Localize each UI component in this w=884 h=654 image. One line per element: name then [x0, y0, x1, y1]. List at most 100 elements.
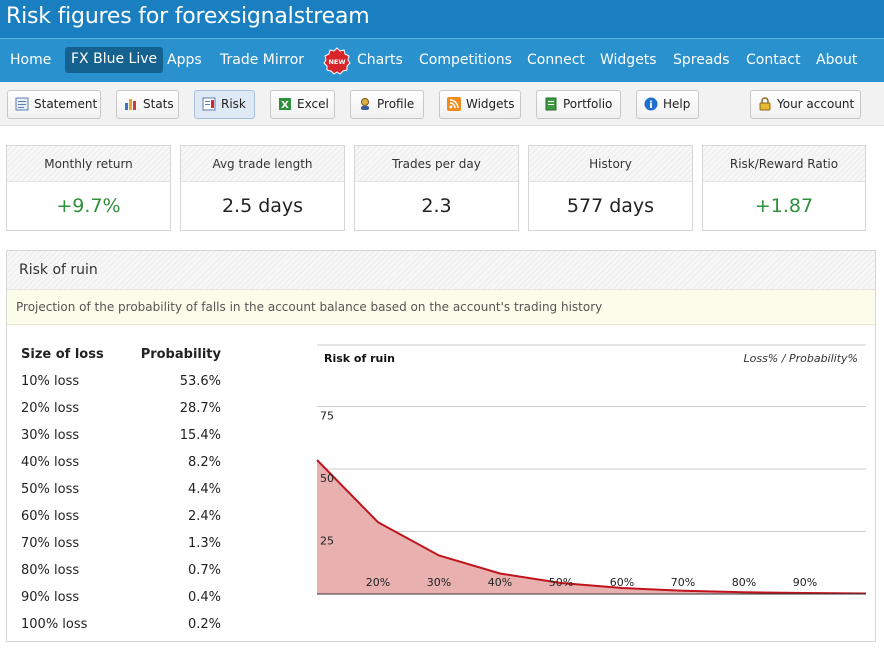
loss-cell: 70% loss	[21, 536, 80, 551]
table-row: 30% loss 15.4%	[21, 422, 221, 449]
table-row: 70% loss 1.3%	[21, 530, 221, 557]
stat-label: History	[529, 146, 692, 182]
widgets-label: Widgets	[466, 97, 515, 111]
portfolio-icon	[545, 97, 557, 111]
y-tick-label: 25	[320, 535, 334, 548]
table-row: 40% loss 8.2%	[21, 449, 221, 476]
nav-widgets[interactable]: Widgets	[600, 52, 657, 68]
risk-icon	[202, 97, 216, 111]
loss-cell: 60% loss	[21, 509, 80, 524]
rss-icon	[447, 97, 461, 111]
x-tick-label: 30%	[427, 576, 451, 589]
your-account-button[interactable]: Your account	[750, 90, 861, 119]
nav-home[interactable]: Home	[10, 52, 52, 68]
excel-icon: X	[279, 98, 291, 111]
toolbar: Statement Stats Risk X Excel Profile Wid…	[0, 82, 884, 126]
nav-spreads[interactable]: Spreads	[673, 52, 730, 68]
stat-label: Trades per day	[355, 146, 518, 182]
risk-button[interactable]: Risk	[194, 90, 255, 119]
prob-cell: 53.6%	[179, 374, 221, 389]
risk-of-ruin-chart: Risk of ruin Loss% / Probability% 25 50 75…	[310, 344, 866, 604]
stat-label: Risk/Reward Ratio	[703, 146, 865, 182]
stat-value: +1.87	[754, 195, 814, 217]
stat-card-risk-reward: Risk/Reward Ratio +1.87	[702, 145, 866, 231]
profile-label: Profile	[377, 97, 415, 111]
stat-label: Monthly return	[7, 146, 170, 182]
prob-cell: 0.7%	[187, 563, 221, 578]
stat-card-avg-trade-length: Avg trade length 2.5 days	[180, 145, 345, 231]
loss-cell: 40% loss	[21, 455, 80, 470]
stat-card-trades-per-day: Trades per day 2.3	[354, 145, 519, 231]
nav-fx-blue-live[interactable]: FX Blue Live	[65, 47, 164, 73]
col-probability: Probability	[140, 347, 221, 362]
risk-label: Risk	[221, 97, 246, 111]
y-tick-label: 75	[320, 410, 334, 423]
widgets-button[interactable]: Widgets	[439, 90, 521, 119]
loss-cell: 20% loss	[21, 401, 80, 416]
stat-label: Avg trade length	[181, 146, 344, 182]
excel-button[interactable]: X Excel	[270, 90, 335, 119]
area-fill	[317, 460, 866, 594]
your-account-label: Your account	[777, 97, 855, 111]
help-button[interactable]: i Help	[636, 90, 699, 119]
excel-label: Excel	[297, 97, 329, 111]
chart-title: Risk of ruin	[324, 352, 395, 365]
portfolio-label: Portfolio	[563, 97, 613, 111]
nav-trade-mirror[interactable]: Trade Mirror	[220, 52, 305, 68]
profile-button[interactable]: Profile	[350, 90, 424, 119]
x-tick-label: 50%	[549, 576, 573, 589]
stat-value: 577 days	[566, 195, 655, 217]
stat-value: 2.3	[421, 195, 452, 217]
table-header: Size of loss Probability	[21, 341, 221, 368]
nav-connect[interactable]: Connect	[527, 52, 585, 68]
statement-label: Statement	[34, 97, 98, 111]
nav-about[interactable]: About	[816, 52, 858, 68]
main-nav: Home FX Blue Live Apps Trade Mirror Char…	[0, 38, 884, 82]
help-label: Help	[663, 97, 691, 111]
risk-of-ruin-panel: Risk of ruin Projection of the probabili…	[6, 250, 876, 642]
page-title: Risk figures for forexsignalstream	[6, 4, 370, 29]
statement-icon	[15, 97, 29, 111]
table-row: 60% loss 2.4%	[21, 503, 221, 530]
table-row: 80% loss 0.7%	[21, 557, 221, 584]
table-row: 90% loss 0.4%	[21, 584, 221, 611]
prob-cell: 4.4%	[187, 482, 221, 497]
lock-icon	[759, 97, 771, 111]
panel-description: Projection of the probability of falls i…	[7, 290, 875, 325]
x-tick-label: 40%	[488, 576, 512, 589]
new-badge-icon: NEW	[323, 47, 351, 75]
bar-chart-icon	[125, 99, 136, 110]
stat-card-history: History 577 days	[528, 145, 693, 231]
table-row: 100% loss 0.2%	[21, 611, 221, 638]
loss-cell: 50% loss	[21, 482, 80, 497]
new-badge-text: NEW	[328, 58, 345, 66]
statement-button[interactable]: Statement	[7, 90, 101, 119]
prob-cell: 0.4%	[187, 590, 221, 605]
table-row: 50% loss 4.4%	[21, 476, 221, 503]
nav-apps[interactable]: Apps	[167, 52, 202, 68]
prob-cell: 15.4%	[179, 428, 221, 443]
x-tick-label: 70%	[671, 576, 695, 589]
prob-cell: 28.7%	[179, 401, 221, 416]
table-row: 20% loss 28.7%	[21, 395, 221, 422]
table-row: 10% loss 53.6%	[21, 368, 221, 395]
loss-cell: 30% loss	[21, 428, 80, 443]
portfolio-button[interactable]: Portfolio	[536, 90, 621, 119]
loss-cell: 80% loss	[21, 563, 80, 578]
series-line	[316, 459, 866, 595]
x-tick-label: 20%	[366, 576, 390, 589]
stats-button[interactable]: Stats	[116, 90, 179, 119]
title-bar: Risk figures for forexsignalstream	[0, 0, 884, 38]
nav-charts[interactable]: Charts	[357, 52, 403, 68]
stat-card-monthly-return: Monthly return +9.7%	[6, 145, 171, 231]
svg-text:i: i	[649, 100, 652, 111]
loss-cell: 10% loss	[21, 374, 80, 389]
nav-competitions[interactable]: Competitions	[419, 52, 512, 68]
stat-value: +9.7%	[56, 195, 121, 217]
nav-contact[interactable]: Contact	[746, 52, 801, 68]
panel-title: Risk of ruin	[7, 251, 875, 290]
profile-icon	[361, 98, 369, 110]
loss-cell: 90% loss	[21, 590, 80, 605]
stats-label: Stats	[143, 97, 174, 111]
y-tick-label: 50	[320, 472, 334, 485]
